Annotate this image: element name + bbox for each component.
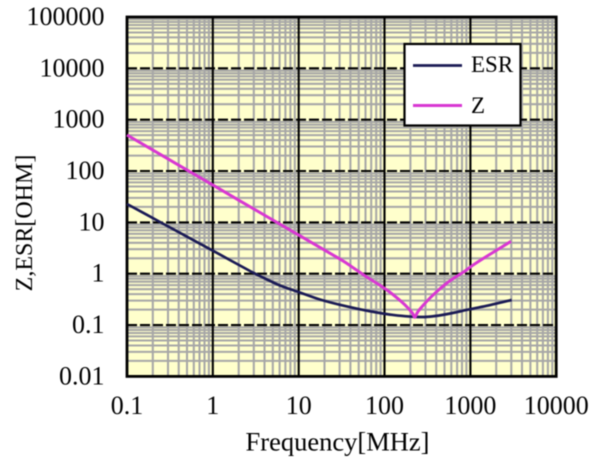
- svg-text:ESR: ESR: [471, 52, 514, 77]
- svg-text:10000: 10000: [40, 53, 105, 82]
- svg-text:0.1: 0.1: [72, 310, 105, 339]
- svg-text:1000: 1000: [444, 391, 496, 420]
- svg-text:1: 1: [92, 259, 105, 288]
- svg-text:Z: Z: [471, 93, 485, 118]
- svg-text:100: 100: [365, 391, 404, 420]
- svg-text:10: 10: [79, 207, 105, 236]
- svg-text:10000: 10000: [524, 391, 589, 420]
- svg-text:0.1: 0.1: [111, 391, 144, 420]
- svg-text:Frequency[MHz]: Frequency[MHz]: [246, 427, 430, 457]
- svg-text:100: 100: [66, 156, 105, 185]
- svg-text:100000: 100000: [27, 2, 105, 31]
- svg-text:1000: 1000: [53, 105, 105, 134]
- svg-text:0.01: 0.01: [59, 361, 105, 390]
- svg-text:1: 1: [206, 391, 219, 420]
- svg-text:10: 10: [286, 391, 312, 420]
- svg-text:Z,ESR[OHM]: Z,ESR[OHM]: [12, 155, 38, 292]
